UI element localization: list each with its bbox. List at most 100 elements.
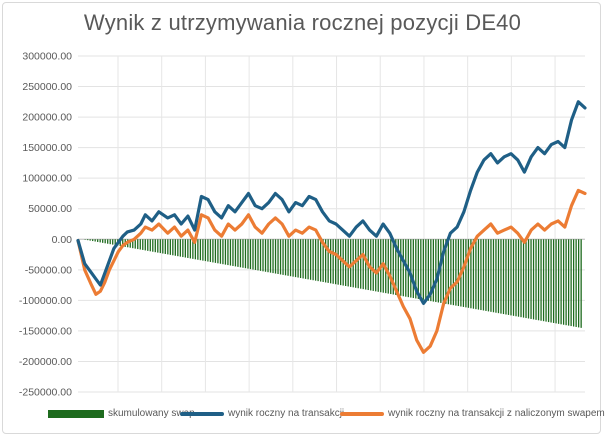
swap-bar (97, 239, 99, 242)
swap-bar (410, 239, 412, 298)
swap-bar (392, 239, 394, 295)
swap-bar (267, 239, 269, 273)
swap-bar (314, 239, 317, 281)
swap-bar (465, 239, 467, 308)
swap-bar (229, 239, 232, 266)
swap-bar (202, 239, 204, 261)
swap-bar (580, 239, 582, 328)
swap-bar (467, 239, 470, 308)
swap-bar (107, 239, 109, 244)
swap-bar (482, 239, 485, 311)
swap-bar (335, 239, 337, 285)
y-tick-label: 50000.00 (28, 203, 72, 215)
swap-bar (187, 239, 189, 258)
swap-bar (284, 239, 287, 276)
y-tick-label: 100000.00 (22, 173, 72, 185)
swap-bar (422, 239, 424, 300)
swap-bar (269, 239, 272, 273)
swap-bar (435, 239, 437, 303)
swap-bar (244, 239, 247, 269)
swap-bar (492, 239, 495, 313)
swap-bar (327, 239, 329, 283)
swap-bar (257, 239, 259, 271)
swap-bar (159, 239, 161, 254)
swap-bar (520, 239, 522, 318)
swap-bar (375, 239, 377, 292)
swap-bar (312, 239, 314, 281)
swap-bar (462, 239, 465, 307)
swap-bar (277, 239, 279, 274)
swap-bar (184, 239, 186, 258)
legend-swatch-line-orange (340, 411, 384, 416)
swap-bar (412, 239, 414, 299)
swap-bar (109, 239, 111, 245)
swap-bar (192, 239, 194, 259)
swap-bar (144, 239, 146, 251)
swap-bar (122, 239, 124, 247)
swap-bar (430, 239, 432, 302)
y-tick-label: 300000.00 (22, 51, 72, 63)
swap-bar (174, 239, 176, 256)
swap-bar (387, 239, 389, 294)
swap-bar (162, 239, 164, 254)
chart-title: Wynik z utrzymywania rocznej pozycji DE4… (83, 10, 522, 35)
swap-bar (495, 239, 497, 313)
legend-label-wynik: wynik roczny na transakcji (228, 408, 345, 419)
swap-bar (164, 239, 166, 254)
swap-bar (289, 239, 292, 277)
swap-bar (357, 239, 359, 289)
swap-bar (309, 239, 312, 280)
swap-bar (432, 239, 434, 302)
swap-bar (157, 239, 159, 253)
series-line-wynik-swap (76, 188, 587, 354)
swap-bar (567, 239, 570, 326)
swap-bar (450, 239, 452, 305)
series-line-wynik (76, 100, 587, 305)
swap-bar (262, 239, 264, 272)
swap-bar (322, 239, 324, 283)
legend-item-swap: skumulowany swap (48, 408, 195, 419)
swap-bar (330, 239, 332, 284)
swap-bar (377, 239, 379, 292)
swap-bar (510, 239, 512, 316)
swap-bar (247, 239, 249, 269)
swap-bar (337, 239, 339, 285)
swap-bar (139, 239, 141, 250)
legend-item-wynik-swap: wynik roczny na transakcji z naliczonym … (340, 408, 605, 419)
swap-bar (415, 239, 417, 299)
swap-bar (199, 239, 202, 261)
swap-bar (179, 239, 181, 257)
swap-bar (259, 239, 262, 271)
swap-bar (282, 239, 284, 275)
swap-bar (279, 239, 282, 275)
swap-bar (304, 239, 307, 279)
legend-item-wynik: wynik roczny na transakcji (180, 408, 344, 419)
legend-swatch-line-blue (180, 411, 224, 416)
grid-lines (78, 55, 585, 393)
swap-bar (94, 239, 96, 242)
y-tick-label: 150000.00 (22, 142, 72, 154)
swap-bar (455, 239, 457, 306)
legend: skumulowany swap wynik roczny na transak… (40, 404, 605, 424)
swap-bar (147, 239, 149, 251)
swap-bar (112, 239, 114, 245)
swap-bar (372, 239, 374, 291)
swap-bar (562, 239, 565, 325)
swap-bar (552, 239, 555, 323)
swap-bar (507, 239, 510, 315)
swap-bar (217, 239, 219, 264)
y-tick-label: -250000.00 (19, 387, 72, 399)
swap-bar (550, 239, 552, 323)
swap-bar (89, 239, 91, 241)
series-lines (76, 100, 587, 354)
swap-bar (249, 239, 252, 270)
swap-bar (365, 239, 367, 290)
swap-bar (114, 239, 116, 246)
swap-bar (445, 239, 447, 304)
swap-bar (360, 239, 362, 289)
swap-bar (425, 239, 427, 301)
y-tick-label: -50000.00 (25, 264, 72, 276)
swap-bar (194, 239, 197, 260)
swap-bar (142, 239, 144, 250)
